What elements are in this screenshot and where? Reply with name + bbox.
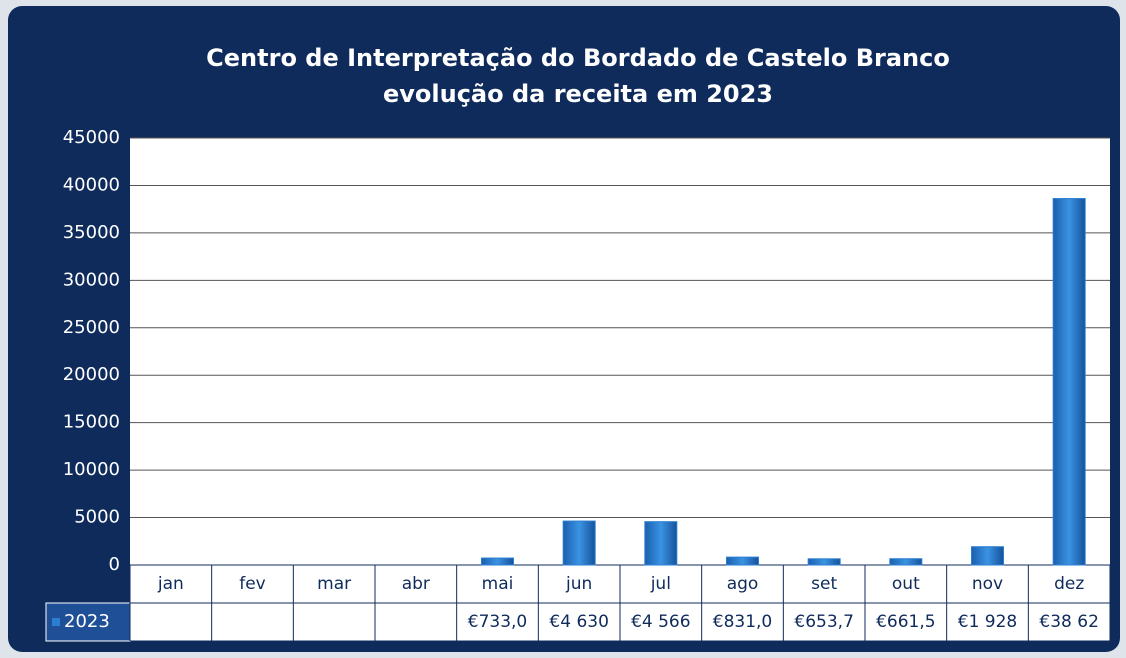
bar (889, 558, 923, 566)
data-label: €38 62 (1039, 612, 1098, 632)
legend-marker (52, 618, 60, 626)
data-label: €733,0 (468, 612, 527, 632)
y-tick-label: 25000 (63, 317, 120, 338)
bar (481, 557, 514, 566)
x-tick-label: nov (972, 574, 1003, 594)
bar (807, 558, 841, 566)
x-tick-label: jan (157, 574, 184, 594)
bar (644, 521, 678, 566)
bar (726, 556, 759, 566)
data-label: €4 566 (631, 612, 690, 632)
x-tick-label: jul (650, 574, 671, 594)
data-label: €4 630 (549, 612, 608, 632)
chart-frame: 0 5000 10000 15000 20000 25000 30000 35000 40000… (8, 6, 1120, 652)
x-tick-label: mar (317, 574, 351, 594)
y-tick-label: 5000 (74, 507, 120, 528)
bar (562, 520, 596, 566)
y-tick-label: 45000 (63, 127, 120, 148)
y-tick-label: 0 (109, 554, 120, 575)
y-tick-label: 10000 (63, 459, 120, 480)
x-tick-label: abr (402, 574, 430, 594)
bar (971, 546, 1004, 566)
y-tick-label: 20000 (63, 364, 120, 385)
data-label: €831,0 (713, 612, 772, 632)
data-label: €661,5 (876, 612, 935, 632)
data-table-row (45, 602, 1111, 642)
y-tick-label: 40000 (63, 174, 120, 195)
x-tick-label: ago (727, 574, 759, 594)
y-tick-label: 15000 (63, 412, 120, 433)
chart-title: Centro de Interpretação do Bordado de Ca… (206, 44, 950, 108)
chart: 0 5000 10000 15000 20000 25000 30000 35000 40000… (45, 127, 1111, 642)
x-tick-label: out (892, 574, 920, 594)
data-label: €653,7 (794, 612, 853, 632)
y-tick-label: 35000 (63, 222, 120, 243)
bar (1052, 198, 1086, 566)
plot-area (130, 138, 1110, 565)
x-tick-label: fev (239, 574, 266, 594)
x-tick-label: dez (1054, 574, 1084, 594)
x-tick-label: set (811, 574, 837, 594)
x-tick-label: jun (565, 574, 592, 594)
data-label: €1 928 (958, 612, 1017, 632)
x-tick-label: mai (482, 574, 514, 594)
legend-label: 2023 (64, 611, 110, 632)
y-tick-label: 30000 (63, 269, 120, 290)
